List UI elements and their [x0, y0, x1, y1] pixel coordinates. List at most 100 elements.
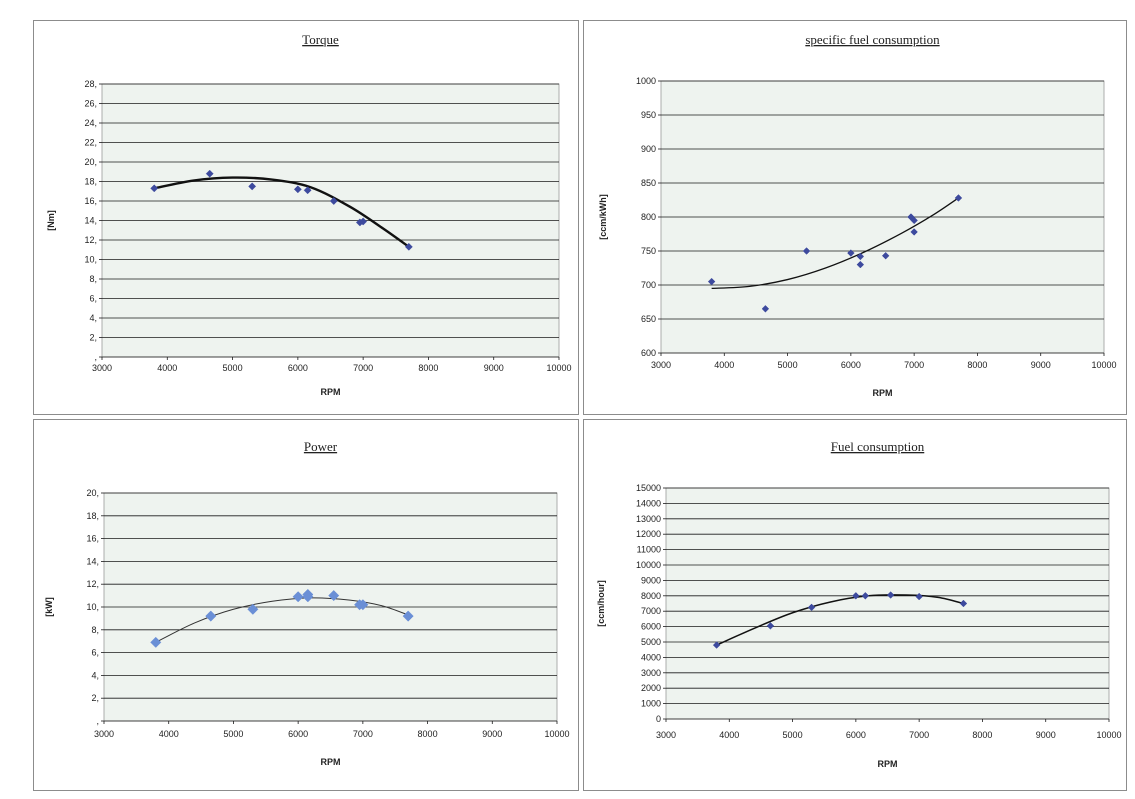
fuel-y-tick-label: 9000 — [641, 575, 661, 585]
sfc-y-tick-label: 600 — [641, 348, 656, 358]
torque-chart-panel: Torque 28, 26, 24, 22, 20, 18, 16, 14, 12, 10, 8, 6,… — [33, 20, 579, 415]
sfc-y-tick-label: 850 — [641, 178, 656, 188]
torque-y-tick-label: 8, — [89, 274, 97, 284]
sfc-data-point — [761, 305, 770, 313]
fuel-y-tick-label: 4000 — [641, 652, 661, 662]
fuel-x-axis-label: RPM — [878, 759, 898, 769]
power-data-point — [357, 599, 369, 611]
power-y-tick-label: , — [96, 716, 99, 726]
torque-x-tick-label: 7000 — [353, 363, 373, 373]
specific-fuel-consumption-chart: specific fuel consumption 1000 950 900 850 80… — [598, 32, 1117, 398]
fuel-x-tick-label: 6000 — [846, 730, 866, 740]
fuel-y-tick-label: 10000 — [636, 560, 661, 570]
sfc-y-tick-label: 950 — [641, 110, 656, 120]
torque-y-tick-label: 16, — [84, 196, 97, 206]
sfc-data-point — [910, 216, 918, 225]
fuel-x-tick-label: 7000 — [909, 730, 929, 740]
power-x-tick-label: 7000 — [353, 729, 373, 739]
fuel-y-tick-label: 0 — [656, 714, 661, 724]
power-data-point — [150, 636, 162, 648]
power-x-axis-label: RPM — [321, 757, 341, 767]
sfc-data-point — [802, 247, 811, 255]
fuel-y-tick-label: 6000 — [641, 622, 661, 632]
torque-y-tick-label: 2, — [89, 333, 97, 343]
fuel-x-tick-label: 4000 — [719, 730, 739, 740]
torque-y-tick-label: 12, — [84, 235, 97, 245]
power-data-point — [402, 610, 414, 622]
sfc-x-tick-label: 3000 — [651, 360, 671, 370]
sfc-x-tick-label: 8000 — [967, 360, 987, 370]
torque-y-tick-label: 4, — [89, 313, 97, 323]
sfc-y-tick-label: 700 — [641, 280, 656, 290]
fuel-y-tick-label: 2000 — [641, 683, 661, 693]
power-y-axis-label: [kW] — [44, 597, 54, 617]
power-x-tick-label: 5000 — [223, 729, 243, 739]
power-data-point — [302, 591, 314, 603]
power-data-point — [292, 591, 304, 603]
fuel-x-tick-label: 10000 — [1096, 730, 1121, 740]
fuel-data-point — [915, 592, 923, 601]
fuel-consumption-chart-panel: Fuel consumption 15000 14000 13000 12000 1100… — [583, 419, 1127, 791]
power-y-tick-label: 6, — [91, 648, 99, 658]
power-y-tick-label: 12, — [86, 579, 99, 589]
sfc-data-point — [856, 260, 865, 269]
sfc-x-tick-label: 6000 — [841, 360, 861, 370]
power-y-tick-label: 20, — [86, 488, 99, 498]
torque-data-point — [303, 186, 312, 195]
sfc-y-tick-label: 900 — [641, 144, 656, 154]
fuel-y-tick-label: 11000 — [637, 545, 661, 555]
torque-data-point — [404, 242, 413, 251]
torque-x-tick-label: 5000 — [223, 363, 243, 373]
torque-x-tick-label: 6000 — [288, 363, 308, 373]
torque-x-tick-label: 8000 — [418, 363, 438, 373]
fuel-x-tick-label: 8000 — [972, 730, 992, 740]
power-y-tick-label: 16, — [86, 534, 99, 544]
fuel-data-point — [807, 603, 816, 612]
torque-x-tick-label: 4000 — [157, 363, 177, 373]
sfc-x-tick-label: 5000 — [778, 360, 798, 370]
torque-data-point — [248, 182, 257, 191]
torque-y-tick-label: 26, — [84, 99, 97, 109]
fuel-y-tick-label: 7000 — [641, 606, 661, 616]
torque-y-tick-label: 10, — [84, 255, 97, 265]
sfc-chart-title: specific fuel consumption — [805, 32, 940, 47]
fuel-y-tick-label: 14000 — [636, 498, 661, 508]
power-data-point — [205, 610, 217, 622]
power-chart-panel: Power 20, 18, 16, 14, 12, 10, 8, 6, 4, 2,, 3000 4000… — [33, 419, 579, 791]
power-chart-title: Power — [304, 439, 338, 454]
sfc-data-point — [847, 249, 855, 257]
torque-x-tick-label: 9000 — [484, 363, 504, 373]
torque-y-tick-label: 28, — [84, 79, 97, 89]
torque-chart-title: Torque — [302, 32, 339, 47]
power-x-tick-label: 8000 — [418, 729, 438, 739]
sfc-y-tick-label: 750 — [641, 246, 656, 256]
torque-y-tick-label: 20, — [84, 157, 97, 167]
torque-y-tick-label: 24, — [84, 118, 97, 128]
fuel-data-point — [886, 591, 895, 599]
sfc-x-axis-label: RPM — [873, 388, 893, 398]
torque-data-point — [293, 185, 302, 194]
fuel-y-tick-label: 5000 — [641, 637, 661, 647]
sfc-x-tick-label: 9000 — [1031, 360, 1051, 370]
torque-data-point — [329, 197, 338, 205]
sfc-y-tick-label: 1000 — [636, 76, 656, 86]
torque-y-tick-label: 14, — [84, 216, 97, 226]
torque-y-tick-label: , — [94, 352, 97, 362]
sfc-trendline — [711, 197, 959, 290]
sfc-y-tick-label: 800 — [641, 212, 656, 222]
torque-x-tick-label: 3000 — [92, 363, 112, 373]
fuel-trendline — [716, 594, 964, 646]
power-y-tick-label: 18, — [86, 511, 99, 521]
sfc-x-tick-label: 7000 — [904, 360, 924, 370]
power-trendline — [155, 597, 409, 643]
torque-trendline — [153, 176, 410, 248]
power-x-tick-label: 9000 — [482, 729, 502, 739]
fuel-y-tick-label: 1000 — [641, 699, 661, 709]
sfc-data-point — [910, 228, 918, 236]
fuel-y-tick-label: 15000 — [636, 483, 661, 493]
power-y-tick-label: 14, — [86, 556, 99, 566]
power-data-point — [328, 590, 340, 602]
power-y-tick-label: 2, — [91, 693, 99, 703]
power-y-tick-label: 8, — [91, 625, 99, 635]
